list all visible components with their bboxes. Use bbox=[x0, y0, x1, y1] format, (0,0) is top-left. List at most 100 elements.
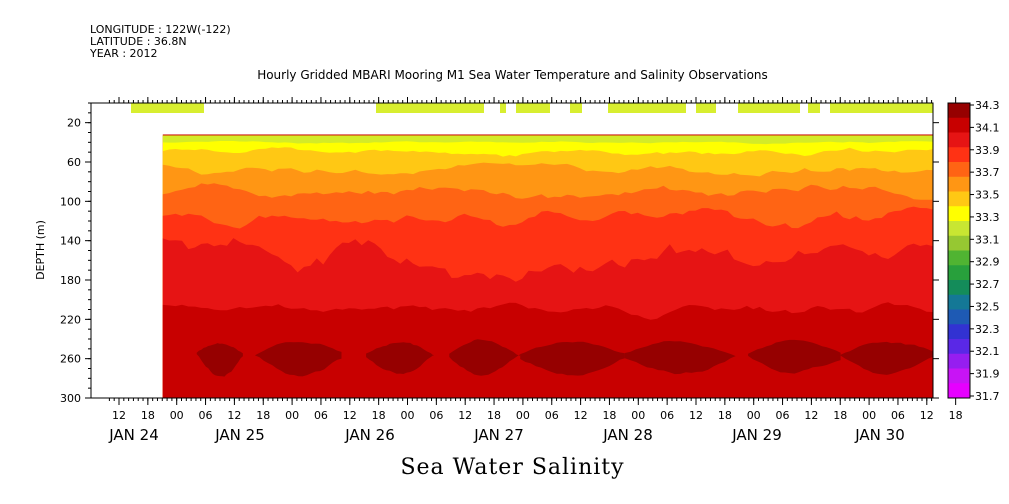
colorbar-swatch bbox=[948, 265, 970, 281]
colorbar-label: 33.9 bbox=[975, 144, 1000, 157]
x-tick-label: 00 bbox=[170, 409, 184, 422]
colorbar-swatch bbox=[948, 383, 970, 399]
colorbar-swatch bbox=[948, 339, 970, 355]
longitude-label: LONGITUDE : 122W(-122) bbox=[90, 23, 231, 36]
salinity-blob-4 bbox=[520, 341, 625, 376]
heatmap-area bbox=[131, 103, 933, 398]
surface-segment-8 bbox=[808, 103, 820, 113]
y-tick-label: 220 bbox=[60, 313, 81, 326]
colorbar-swatch bbox=[948, 353, 970, 369]
x-tick-label: 06 bbox=[199, 409, 213, 422]
colorbar-frame bbox=[947, 102, 971, 399]
colorbar-label: 32.7 bbox=[975, 278, 1000, 291]
colorbar-swatch bbox=[948, 294, 970, 310]
x-tick-label: 06 bbox=[891, 409, 905, 422]
colorbar-label: 33.1 bbox=[975, 233, 1000, 246]
surface-segment-4 bbox=[570, 103, 582, 113]
y-tick-label: 300 bbox=[60, 392, 81, 405]
salinity-blob-2 bbox=[366, 342, 434, 374]
x-tick-label: 18 bbox=[602, 409, 616, 422]
colorbar-label: 33.5 bbox=[975, 189, 1000, 202]
x-day-label: JAN 28 bbox=[602, 426, 653, 444]
colorbar-label: 33.3 bbox=[975, 211, 1000, 224]
colorbar-swatch bbox=[948, 368, 970, 384]
x-day-label: JAN 27 bbox=[473, 426, 524, 444]
colorbar-label: 32.9 bbox=[975, 256, 1000, 269]
surface-segment-9 bbox=[830, 103, 933, 113]
colorbar-swatch bbox=[948, 162, 970, 178]
y-axis-label: DEPTH (m) bbox=[34, 220, 47, 280]
colorbar-swatch bbox=[948, 235, 970, 251]
colorbar-label: 34.3 bbox=[975, 99, 1000, 112]
x-tick-label: 18 bbox=[256, 409, 270, 422]
colorbar-swatch bbox=[948, 250, 970, 266]
colorbar-swatch bbox=[948, 206, 970, 222]
colorbar-swatch bbox=[948, 132, 970, 148]
surface-segment-2 bbox=[500, 103, 506, 113]
x-tick-label: 06 bbox=[776, 409, 790, 422]
x-day-label: JAN 24 bbox=[108, 426, 159, 444]
colorbar-swatch bbox=[948, 103, 970, 119]
surface-segment-7 bbox=[738, 103, 800, 113]
surface-segment-6 bbox=[696, 103, 716, 113]
x-tick-label: 06 bbox=[660, 409, 674, 422]
surface-segment-0 bbox=[131, 103, 204, 113]
latitude-label: LATITUDE : 36.8N bbox=[90, 35, 187, 48]
x-tick-label: 18 bbox=[141, 409, 155, 422]
x-tick-label: 18 bbox=[372, 409, 386, 422]
x-tick-label: 12 bbox=[689, 409, 703, 422]
x-tick-label: 18 bbox=[949, 409, 963, 422]
colorbar-swatch bbox=[948, 117, 970, 133]
axes: 20 60 100 140 180 220 260 300 12 18 00 06 12 18 00 06 12… bbox=[60, 97, 963, 444]
x-tick-label: 06 bbox=[314, 409, 328, 422]
salinity-blob-3 bbox=[449, 339, 521, 376]
colorbar-swatch bbox=[948, 324, 970, 340]
chart-title: Hourly Gridded MBARI Mooring M1 Sea Wate… bbox=[257, 68, 768, 82]
x-day-label: JAN 26 bbox=[344, 426, 395, 444]
colorbar-swatch bbox=[948, 221, 970, 237]
colorbar-swatch bbox=[948, 309, 970, 325]
x-tick-label: 00 bbox=[631, 409, 645, 422]
x-tick-label: 12 bbox=[804, 409, 818, 422]
y-tick-label: 20 bbox=[67, 117, 81, 130]
x-day-label: JAN 30 bbox=[854, 426, 905, 444]
colorbar-label: 33.7 bbox=[975, 166, 1000, 179]
x-tick-label: 18 bbox=[487, 409, 501, 422]
surface-segment-1 bbox=[376, 103, 484, 113]
salinity-blob-7 bbox=[840, 341, 933, 375]
colorbar-label: 31.7 bbox=[975, 390, 1000, 403]
y-tick-label: 140 bbox=[60, 235, 81, 248]
x-tick-label: 18 bbox=[718, 409, 732, 422]
x-tick-label: 12 bbox=[920, 409, 934, 422]
surface-segment-3 bbox=[516, 103, 550, 113]
colorbar-swatch bbox=[948, 147, 970, 163]
x-tick-label: 18 bbox=[833, 409, 847, 422]
y-tick-label: 60 bbox=[67, 156, 81, 169]
salinity-band-cap bbox=[162, 135, 933, 145]
x-day-label: JAN 25 bbox=[214, 426, 265, 444]
colorbar-swatch bbox=[948, 176, 970, 192]
colorbar-label: 32.1 bbox=[975, 345, 1000, 358]
colorbar-label: 32.5 bbox=[975, 300, 1000, 313]
x-tick-label: 06 bbox=[429, 409, 443, 422]
colorbar-swatch bbox=[948, 191, 970, 207]
x-tick-label: 06 bbox=[545, 409, 559, 422]
y-tick-label: 180 bbox=[60, 274, 81, 287]
x-tick-label: 12 bbox=[343, 409, 357, 422]
metadata-block: LONGITUDE : 122W(-122) LATITUDE : 36.8N … bbox=[90, 24, 231, 60]
x-day-label: JAN 29 bbox=[731, 426, 782, 444]
colorbar: 34.3 34.1 33.9 33.7 33.5 33.3 33.1 32.9 32.7 32.5… bbox=[947, 99, 1000, 403]
surface-segment-5 bbox=[608, 103, 686, 113]
colorbar-label: 32.3 bbox=[975, 323, 1000, 336]
salinity-blob-6 bbox=[748, 339, 841, 374]
colorbar-swatch bbox=[948, 280, 970, 296]
salinity-blob-1 bbox=[255, 342, 342, 377]
x-tick-label: 12 bbox=[227, 409, 241, 422]
x-tick-label: 00 bbox=[401, 409, 415, 422]
x-tick-label: 12 bbox=[458, 409, 472, 422]
salinity-blob-0 bbox=[196, 343, 243, 377]
x-tick-label: 00 bbox=[747, 409, 761, 422]
y-tick-label: 100 bbox=[60, 195, 81, 208]
colorbar-label: 31.9 bbox=[975, 368, 1000, 381]
